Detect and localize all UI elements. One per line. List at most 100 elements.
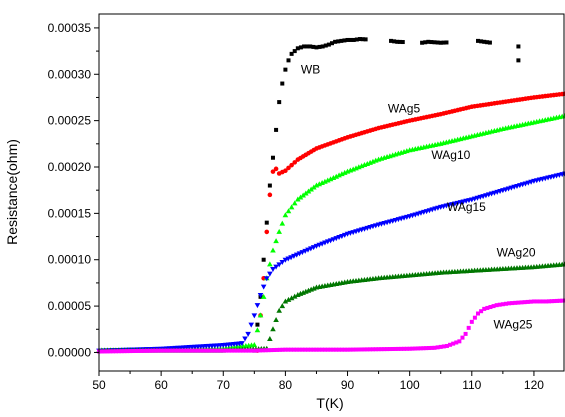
data-point-wag10 [336,172,342,178]
data-point-wag20 [270,326,276,332]
data-point-wag25 [238,348,243,353]
data-point-wag20 [285,296,292,302]
data-point-wb [323,43,328,48]
data-point-wag25 [356,347,361,352]
data-point-wag15 [299,250,306,256]
y-tick-label: 0.00025 [48,114,92,128]
data-point-wag25 [345,347,350,352]
data-point-wag25 [314,347,319,352]
data-point-wb [311,44,316,49]
data-point-wag25 [497,302,502,307]
data-point-wag25 [429,345,434,350]
x-tick-label: 80 [279,378,293,392]
data-point-wag25 [147,348,152,353]
data-point-wb [348,37,353,42]
data-point-wag25 [145,348,150,353]
series-label-wag20: WAg20 [497,245,536,259]
data-point-wb [476,38,481,43]
data-point-wag10 [251,342,258,348]
data-point-wb [392,39,397,44]
y-tick-label: 0.00020 [48,160,92,174]
data-point-wag15 [245,331,251,337]
data-point-wag25 [105,349,110,354]
data-point-wag25 [522,300,527,305]
data-point-wag25 [99,349,104,354]
data-point-wag25 [379,347,384,352]
data-point-wag25 [421,346,426,351]
data-point-wag25 [139,348,144,353]
data-point-wag25 [531,299,536,304]
data-point-wag10 [327,176,334,182]
data-point-wb [516,44,521,49]
data-point-wag10 [297,194,304,200]
data-point-wb [298,45,303,50]
data-point-wb [330,41,334,46]
data-point-wag25 [201,348,206,353]
data-point-wag25 [466,325,471,330]
data-point-wag25 [337,347,342,352]
data-point-wb [283,67,288,72]
data-point-wag25 [435,345,440,350]
data-point-wag25 [187,348,192,353]
data-point-wag25 [393,346,398,351]
y-tick-label: 0.00035 [48,21,92,35]
data-point-wag25 [243,348,248,353]
data-point-wag25 [283,347,288,352]
data-point-wag25 [116,349,121,354]
data-point-wag25 [424,346,429,351]
data-point-wb [435,40,440,45]
data-point-wag25 [198,348,203,353]
data-point-wag10 [311,184,317,190]
data-point-wag25 [410,346,415,351]
data-point-wag25 [224,348,229,353]
data-point-wag10 [300,192,306,198]
series-label-wag25: WAg25 [494,318,533,332]
data-point-wag20 [291,293,298,299]
data-point-wb [274,127,279,132]
data-point-wag25 [108,349,113,354]
data-point-wag25 [418,346,423,351]
data-point-wag25 [133,348,138,353]
data-point-wag25 [426,346,431,351]
data-point-wag25 [396,346,401,351]
data-point-wag15 [282,257,289,263]
data-point-wag10 [303,190,309,196]
data-point-wag25 [305,347,310,352]
data-point-wag25 [513,300,518,305]
data-point-wag25 [387,347,392,352]
data-point-wb [354,37,359,42]
data-point-wb [398,39,403,44]
data-point-wag25 [260,348,265,353]
data-point-wag25 [365,347,370,352]
data-point-wag25 [390,346,395,351]
data-point-wag25 [552,299,557,304]
data-point-wag15 [293,252,300,258]
series-label-wag5: WAg5 [388,102,421,116]
data-point-wag25 [173,348,178,353]
data-point-wag10 [267,261,273,267]
data-point-wb [357,37,362,42]
y-tick-label: 0.00010 [48,253,92,267]
data-point-wb [286,58,291,63]
data-point-wag25 [300,347,305,352]
data-point-wag10 [285,208,292,214]
data-point-wag25 [500,302,505,307]
data-point-wag25 [472,315,477,320]
data-point-wag25 [479,309,484,314]
data-point-wag25 [362,347,367,352]
data-point-wag25 [190,348,195,353]
data-point-wag25 [444,343,449,348]
data-point-wag25 [354,347,359,352]
x-axis-title: T(K) [316,395,343,411]
data-point-wag25 [482,306,487,311]
data-point-wag10 [279,220,286,226]
data-point-wag25 [413,346,418,351]
data-point-wag25 [516,300,521,305]
data-point-wag10 [260,293,267,299]
data-point-wag25 [525,299,530,304]
data-point-wag25 [404,346,409,351]
data-point-wag25 [184,348,189,353]
data-point-wag25 [303,347,308,352]
data-point-wag25 [507,301,512,306]
x-tick-label: 120 [524,378,544,392]
